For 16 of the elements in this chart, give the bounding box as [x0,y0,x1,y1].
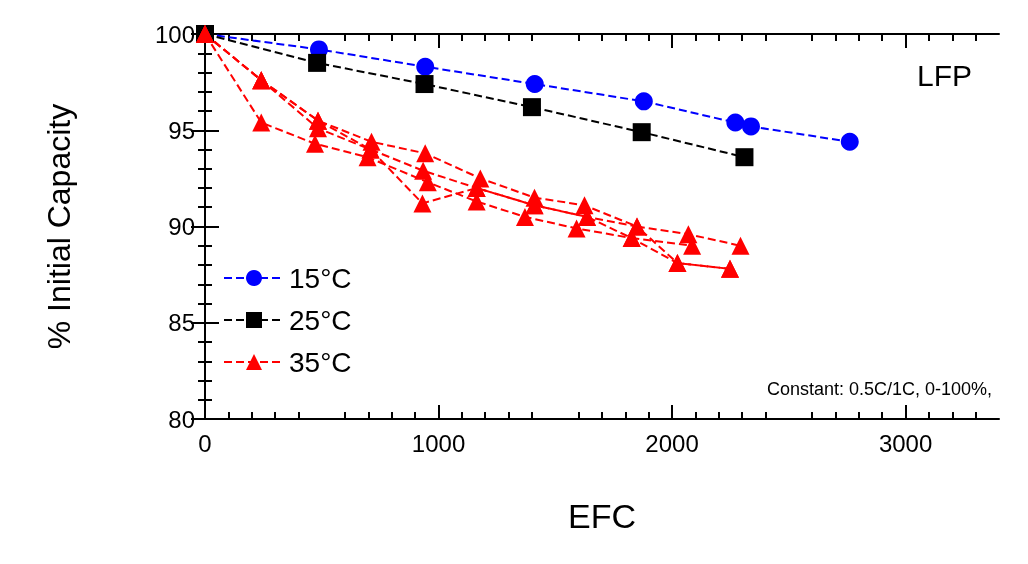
x-tick-label: 1000 [411,429,466,457]
y-tick-label: 85 [168,309,195,337]
y-tick-label: 95 [168,116,195,144]
y-tick-label: 100 [154,20,195,48]
legend-label: 25°C [289,304,352,336]
annotation: Constant: 0.5C/1C, 0-100%, [766,379,992,399]
x-tick-label: 0 [198,429,212,457]
y-tick-label: 90 [168,213,195,240]
x-tick-label: 2000 [645,429,699,457]
legend-label: 35°C [289,346,352,378]
y-axis-title: % Initial Capacity [41,103,77,350]
x-axis-title: EFC [568,497,636,535]
x-tick-label: 3000 [878,429,933,457]
legend-label: 15°C [289,262,352,294]
y-tick-label: 80 [168,405,195,433]
annotation: LFP [916,58,973,92]
